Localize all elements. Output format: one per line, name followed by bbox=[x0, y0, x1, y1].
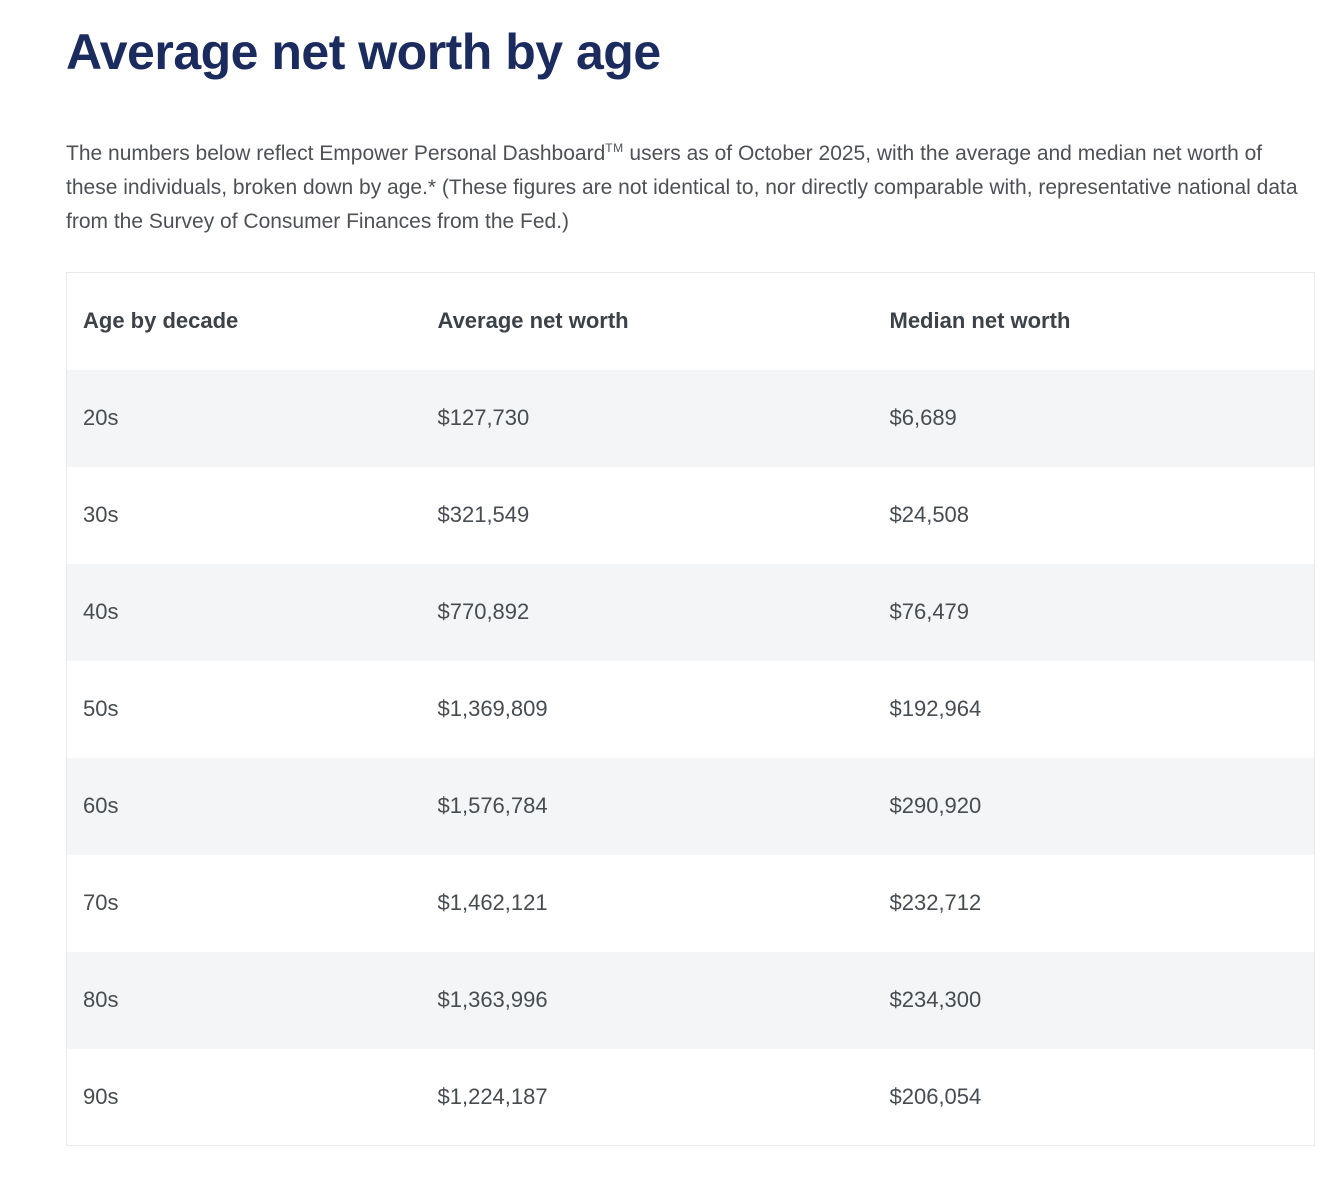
intro-text-after-trademark: users as of October 2025, with the avera… bbox=[66, 142, 1298, 233]
average-net-worth-cell: $1,369,809 bbox=[437, 696, 548, 721]
table-row: 60s $1,576,784 $290,920 bbox=[66, 757, 1315, 855]
net-worth-table: Age by decade Average net worth Median n… bbox=[66, 272, 1315, 1146]
age-cell: 20s bbox=[83, 405, 119, 430]
table-row: 80s $1,363,996 $234,300 bbox=[66, 951, 1315, 1049]
column-header-average-net-worth: Average net worth bbox=[421, 272, 874, 370]
median-net-worth-cell: $6,689 bbox=[889, 405, 957, 430]
median-net-worth-cell: $192,964 bbox=[889, 696, 982, 721]
age-cell: 50s bbox=[83, 696, 119, 721]
average-net-worth-cell: $321,549 bbox=[437, 502, 530, 527]
average-net-worth-cell: $770,892 bbox=[437, 599, 530, 624]
median-net-worth-cell: $290,920 bbox=[889, 793, 982, 818]
median-net-worth-cell: $24,508 bbox=[889, 502, 970, 527]
average-net-worth-cell: $1,363,996 bbox=[437, 987, 548, 1012]
age-cell: 30s bbox=[83, 502, 119, 527]
age-cell: 70s bbox=[83, 890, 119, 915]
intro-paragraph: The numbers below reflect Empower Person… bbox=[66, 137, 1316, 239]
column-header-age-by-decade: Age by decade bbox=[66, 272, 422, 370]
age-cell: 80s bbox=[83, 987, 119, 1012]
age-cell: 90s bbox=[83, 1083, 119, 1109]
trademark-superscript: TM bbox=[605, 141, 624, 155]
net-worth-table-body: 20s $127,730 $6,689 30s $321,549 $24,508 40s $7… bbox=[66, 369, 1315, 1146]
table-row: 70s $1,462,121 $232,712 bbox=[66, 854, 1315, 952]
average-net-worth-cell: $1,224,187 bbox=[437, 1083, 548, 1109]
column-header-median-net-worth: Median net worth bbox=[873, 272, 1315, 370]
median-net-worth-cell: $234,300 bbox=[889, 987, 982, 1012]
average-net-worth-cell: $1,576,784 bbox=[437, 793, 548, 818]
table-row: 30s $321,549 $24,508 bbox=[66, 466, 1315, 564]
table-row: 40s $770,892 $76,479 bbox=[66, 563, 1315, 661]
page-title: Average net worth by age bbox=[66, 24, 661, 80]
intro-text-before-trademark: The numbers below reflect Empower Person… bbox=[66, 142, 606, 165]
median-net-worth-cell: $232,712 bbox=[889, 890, 982, 915]
table-row: 50s $1,369,809 $192,964 bbox=[66, 660, 1315, 758]
age-cell: 40s bbox=[83, 599, 119, 624]
table-row: 90s $1,224,187 $206,054 bbox=[66, 1048, 1315, 1146]
table-header-row: Age by decade Average net worth Median n… bbox=[66, 272, 1315, 370]
net-worth-table-header: Age by decade Average net worth Median n… bbox=[66, 272, 1315, 370]
median-net-worth-cell: $76,479 bbox=[889, 599, 970, 624]
table-row: 20s $127,730 $6,689 bbox=[66, 369, 1315, 467]
age-cell: 60s bbox=[83, 793, 119, 818]
median-net-worth-cell: $206,054 bbox=[889, 1083, 982, 1109]
average-net-worth-cell: $1,462,121 bbox=[437, 890, 548, 915]
average-net-worth-cell: $127,730 bbox=[437, 405, 530, 430]
